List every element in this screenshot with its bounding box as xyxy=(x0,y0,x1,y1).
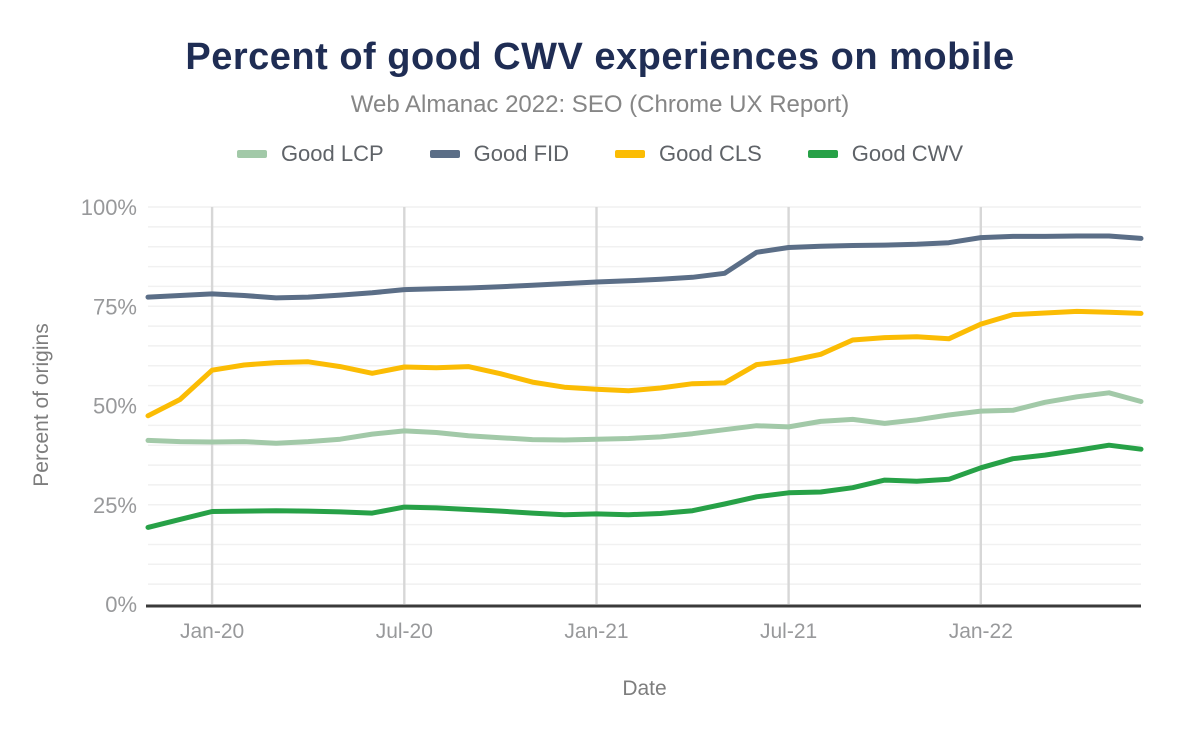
legend-item-good-lcp: Good LCP xyxy=(236,141,384,167)
good-cls-swatch-icon xyxy=(615,150,646,158)
series-line-good-cwv xyxy=(145,442,1144,530)
y-tick-label-25%: 25% xyxy=(93,493,137,518)
legend-label-good-fid: Good FID xyxy=(473,141,570,166)
y-axis-title: Percent of origins xyxy=(30,323,53,487)
legend: Good LCP Good FID Good CLS Good CWV xyxy=(0,141,1200,167)
y-tick-label-100%: 100% xyxy=(81,195,137,220)
legend-label-good-lcp: Good LCP xyxy=(280,141,384,166)
legend-item-good-cwv: Good CWV xyxy=(807,141,964,167)
x-tick-label-Jan-21: Jan-21 xyxy=(564,620,628,643)
legend-label-good-cls: Good CLS xyxy=(659,141,762,166)
y-tick-label-50%: 50% xyxy=(93,394,137,419)
x-tick-label-Jul-21: Jul-21 xyxy=(760,620,817,643)
y-tick-label-0%: 0% xyxy=(105,592,137,617)
x-tick-label-Jan-22: Jan-22 xyxy=(949,620,1013,643)
legend-label-good-cwv: Good CWV xyxy=(851,141,964,166)
chart-subtitle: Web Almanac 2022: SEO (Chrome UX Report) xyxy=(350,91,850,118)
good-lcp-swatch-icon xyxy=(236,150,267,158)
x-tick-label-Jan-20: Jan-20 xyxy=(180,620,244,643)
legend-item-good-fid: Good FID xyxy=(429,141,570,167)
y-tick-label-75%: 75% xyxy=(93,294,137,319)
x-axis-title: Date xyxy=(622,677,667,700)
series-line-good-cls xyxy=(145,308,1144,419)
series-line-good-fid xyxy=(145,233,1144,301)
good-cwv-swatch-icon xyxy=(807,150,838,158)
legend-item-good-cls: Good CLS xyxy=(615,141,762,167)
chart-title: Percent of good CWV experiences on mobil… xyxy=(185,36,1015,78)
good-fid-swatch-icon xyxy=(429,150,460,158)
x-tick-label-Jul-20: Jul-20 xyxy=(376,620,433,643)
series-line-good-lcp xyxy=(145,390,1144,446)
